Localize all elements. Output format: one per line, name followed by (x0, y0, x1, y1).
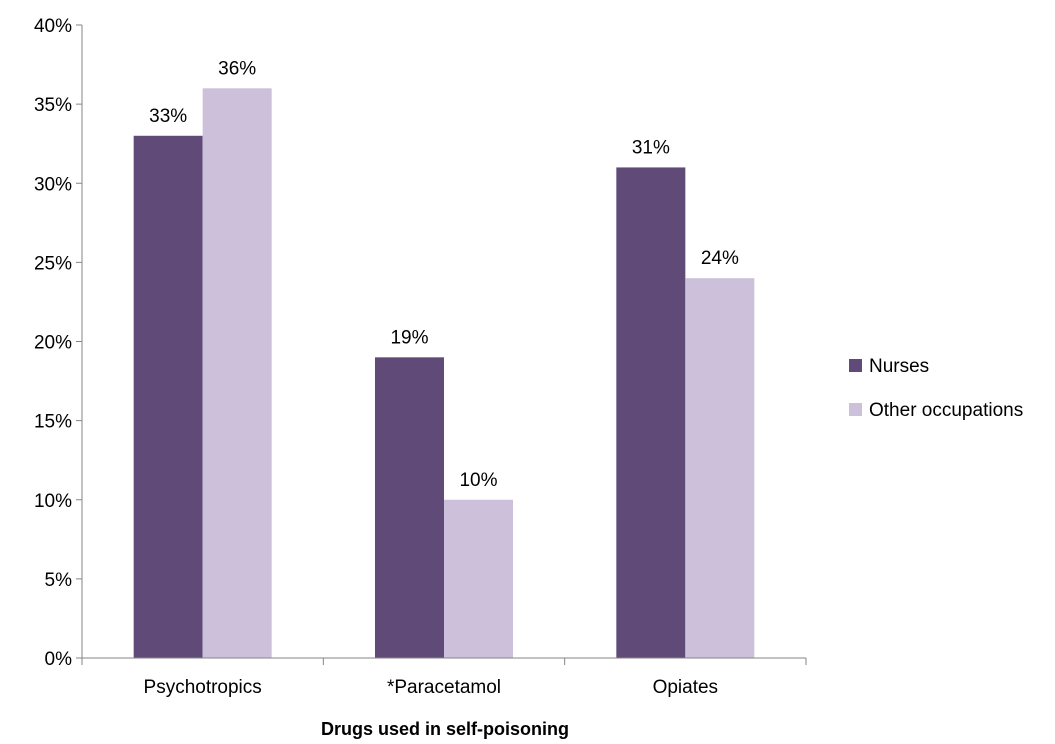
x-category-label: Psychotropics (144, 677, 262, 698)
y-tick-label: 25% (34, 253, 72, 274)
data-label: 31% (632, 137, 670, 158)
y-tick-label: 30% (34, 174, 72, 195)
y-tick-label: 10% (34, 491, 72, 512)
x-category-label: Opiates (653, 677, 718, 698)
bar (375, 357, 444, 658)
x-axis: Psychotropics *Paracetamol Opiates (81, 657, 807, 698)
y-tick-label: 5% (45, 570, 73, 591)
y-axis: 0% 5% 10% 15% 20% 25% 30% 35% 40% (34, 16, 83, 670)
bars-layer (133, 88, 755, 659)
legend-label: Nurses (869, 356, 929, 377)
x-axis-title: Drugs used in self-poisoning (321, 719, 569, 739)
bar (202, 88, 272, 659)
y-tick-label: 40% (34, 16, 72, 37)
y-tick-label: 0% (45, 649, 73, 670)
legend-swatch (849, 403, 862, 416)
y-tick-label: 35% (34, 95, 72, 116)
data-label: 33% (149, 106, 187, 127)
data-label: 10% (459, 470, 497, 491)
bar (616, 167, 686, 659)
x-category-label: *Paracetamol (387, 677, 501, 698)
legend-label: Other occupations (869, 400, 1023, 421)
legend-swatch (849, 359, 862, 372)
data-label: 36% (218, 58, 256, 79)
y-tick-label: 15% (34, 412, 72, 433)
bar (444, 499, 513, 658)
y-tick-label: 20% (34, 333, 72, 354)
data-labels-layer: 33% 36% 19% 10% 31% 24% (149, 58, 739, 490)
legend: Nurses Other occupations (849, 356, 1023, 421)
bar (685, 278, 755, 658)
data-label: 24% (701, 248, 739, 269)
data-label: 19% (390, 327, 428, 348)
bar (133, 135, 203, 658)
